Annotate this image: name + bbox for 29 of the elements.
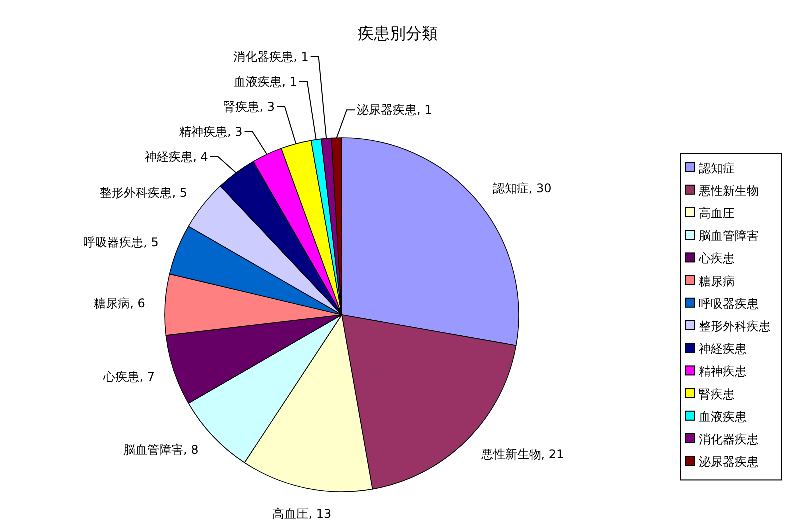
legend-label: 泌尿器疾患 [699,455,759,470]
legend-label: 呼吸器疾患 [699,296,759,311]
data-label: 血液疾患, 1 [234,74,298,89]
data-label: 悪性新生物, 21 [480,447,564,462]
data-label: 脳血管障害, 8 [123,443,199,458]
data-label: 腎疾患, 3 [224,100,276,114]
legend-label: 悪性新生物 [698,184,759,198]
data-label: 高血圧, 13 [272,506,332,521]
legend-label: 高血圧 [699,206,735,220]
data-label: 呼吸器疾患, 5 [84,235,159,250]
data-label: 整形外科疾患, 5 [100,186,188,200]
legend-label: 精神疾患 [699,364,747,379]
legend-label: 心疾患 [698,252,735,266]
legend-label: 糖尿病 [699,274,735,288]
chart-title: 疾患別分類 [358,24,438,43]
legend-label: 血液疾患 [699,410,747,424]
legend-label: 消化器疾患 [699,432,759,446]
legend-label: 脳血管障害 [699,229,759,244]
legend-label: 腎疾患 [699,387,735,402]
data-label: 認知症, 30 [492,181,552,196]
data-label: 神経疾患, 4 [145,150,208,164]
data-label: 精神疾患, 3 [179,124,243,139]
legend-label: 整形外科疾患 [699,320,771,334]
data-label: 糖尿病, 6 [94,296,146,311]
data-label: 泌尿器疾患, 1 [357,103,432,118]
legend-label: 神経疾患 [699,342,747,356]
data-label: 消化器疾患, 1 [234,50,309,64]
legend-label: 認知症 [699,161,735,176]
data-label: 心疾患, 7 [102,370,155,384]
